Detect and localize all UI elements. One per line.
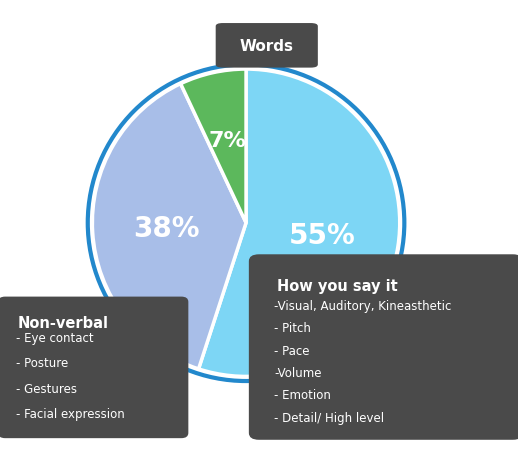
FancyBboxPatch shape [249, 255, 518, 440]
Text: - Gestures: - Gestures [16, 382, 77, 395]
Text: - Posture: - Posture [16, 356, 68, 369]
Text: Non-verbal: Non-verbal [18, 315, 108, 330]
Wedge shape [198, 70, 400, 377]
Text: How you say it: How you say it [277, 279, 397, 294]
Text: 7%: 7% [209, 131, 247, 151]
Wedge shape [181, 70, 246, 223]
Text: - Emotion: - Emotion [274, 388, 331, 401]
Text: Words: Words [240, 39, 294, 54]
Text: - Pitch: - Pitch [274, 322, 311, 335]
Text: -Volume: -Volume [274, 366, 322, 379]
Wedge shape [92, 84, 246, 369]
Text: -Visual, Auditory, Kineasthetic: -Visual, Auditory, Kineasthetic [274, 299, 452, 312]
Text: - Pace: - Pace [274, 344, 310, 357]
Text: - Eye contact: - Eye contact [16, 331, 93, 344]
Text: 38%: 38% [133, 214, 199, 242]
FancyBboxPatch shape [215, 24, 318, 69]
Text: - Detail/ High level: - Detail/ High level [274, 411, 384, 423]
FancyBboxPatch shape [0, 297, 189, 438]
Text: 55%: 55% [289, 221, 355, 249]
Text: - Facial expression: - Facial expression [16, 407, 124, 420]
